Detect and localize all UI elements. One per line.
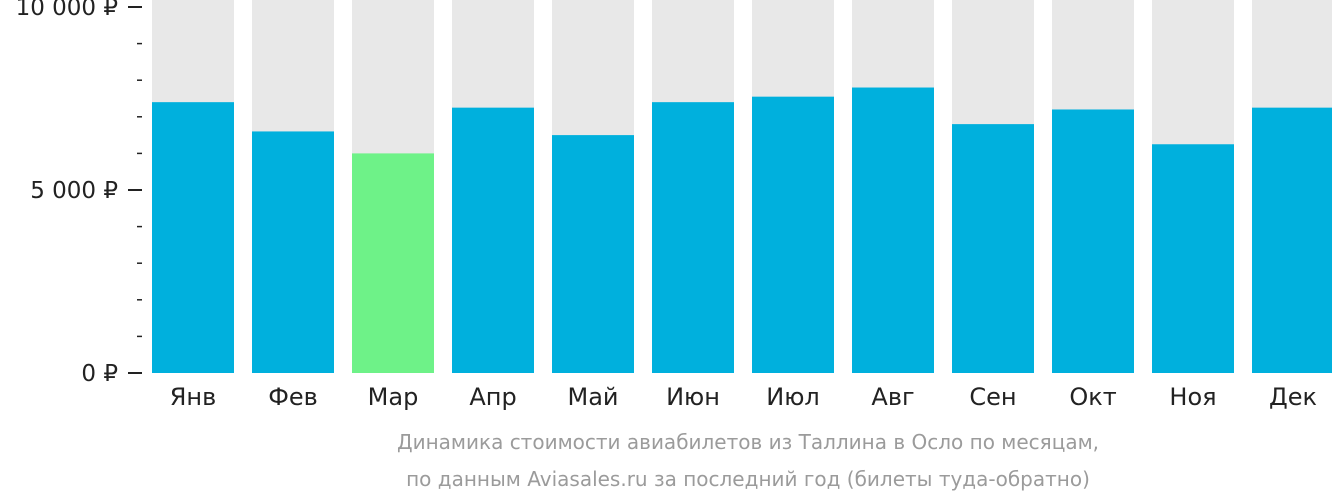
y-tick-label-2: 5 000 ₽ bbox=[30, 178, 118, 204]
bar-9[interactable] bbox=[952, 124, 1034, 374]
bar-4[interactable] bbox=[452, 107, 534, 374]
x-tick-label-8: Авг bbox=[871, 383, 914, 411]
bar-11[interactable] bbox=[1152, 144, 1234, 373]
x-tick-label-2: Фев bbox=[268, 383, 318, 411]
x-tick-label-3: Мар bbox=[368, 383, 419, 411]
x-tick-label-11: Ноя bbox=[1169, 383, 1216, 411]
bar-8[interactable] bbox=[852, 87, 934, 374]
bar-1[interactable] bbox=[152, 102, 234, 373]
y-tick-label-3: 10 000 ₽ bbox=[16, 0, 118, 21]
bar-10[interactable] bbox=[1052, 109, 1134, 373]
x-tick-label-9: Сен bbox=[969, 383, 1016, 411]
x-tick-label-5: Май bbox=[567, 383, 618, 411]
bar-2[interactable] bbox=[252, 131, 334, 373]
chart-caption-line-1: Динамика стоимости авиабилетов из Таллин… bbox=[396, 430, 1100, 454]
bar-7[interactable] bbox=[752, 96, 834, 374]
bar-5[interactable] bbox=[552, 135, 634, 373]
chart-caption-line-2: по данным Aviasales.ru за последний год … bbox=[406, 467, 1090, 491]
x-tick-label-7: Июл bbox=[766, 383, 820, 411]
x-tick-label-10: Окт bbox=[1069, 383, 1116, 411]
x-tick-label-6: Июн bbox=[666, 383, 720, 411]
x-tick-label-12: Дек bbox=[1269, 383, 1317, 411]
y-tick-label-1: 0 ₽ bbox=[81, 361, 118, 387]
bar-3[interactable] bbox=[352, 153, 434, 373]
bar-12[interactable] bbox=[1252, 107, 1332, 374]
x-tick-label-4: Апр bbox=[469, 383, 516, 411]
bar-6[interactable] bbox=[652, 102, 734, 373]
x-tick-label-1: Янв bbox=[170, 383, 217, 411]
